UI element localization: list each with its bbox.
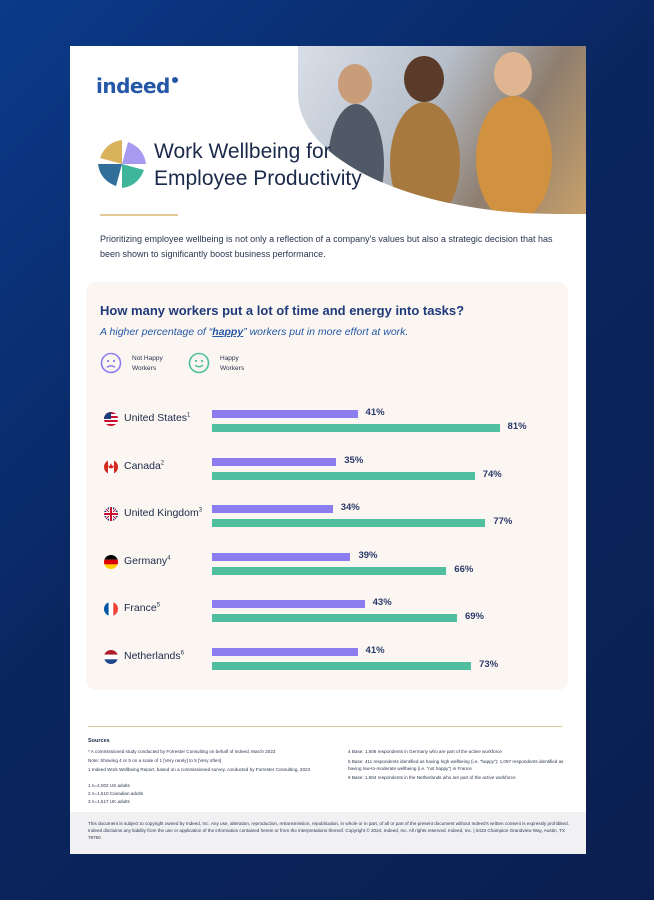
data-label-canada-not-happy: 35% <box>344 454 364 466</box>
category-label-netherlands: Netherlands6 <box>124 649 184 662</box>
data-label-netherlands-happy: 73% <box>479 658 499 670</box>
sad-face-icon <box>100 352 122 374</box>
bar-united-kingdom-not-happy <box>212 505 333 513</box>
bar-canada-happy <box>212 471 475 480</box>
source-note: Note: Showing 4 or 5 on a scale of 1 [Ve… <box>88 758 222 763</box>
indeed-logo: indeed <box>96 74 178 98</box>
legend-label-happy: Happy Workers <box>220 355 245 372</box>
bar-germany-happy <box>212 566 447 575</box>
data-label-united-kingdom-happy: 77% <box>493 516 513 527</box>
source-note: 2 n=1,510 Canadian adults <box>88 791 144 796</box>
data-label-germany-not-happy: 39% <box>358 549 378 561</box>
bar-germany-not-happy <box>212 552 351 561</box>
data-label-germany-happy: 66% <box>454 563 474 575</box>
flag-canada-icon <box>104 459 118 474</box>
hero-photo <box>298 46 586 214</box>
title-divider <box>100 214 178 216</box>
flag-united-kingdom-icon <box>104 507 118 521</box>
source-note: 1 n=4,002 US adults <box>88 783 130 788</box>
copyright-text: This document is subject to copyright ow… <box>88 821 569 840</box>
source-note: 6 Base: 1,504 respondents in the Netherl… <box>348 775 516 780</box>
flag-germany-icon <box>104 554 118 569</box>
chart-title: How many workers put a lot of time and e… <box>100 303 465 318</box>
category-label-united-states: United States1 <box>124 412 191 424</box>
source-note: 1 Indeed Work Wellbeing Report, based on… <box>88 767 311 772</box>
copyright-footer: This document is subject to copyright ow… <box>70 812 586 854</box>
data-label-netherlands-not-happy: 41% <box>365 644 385 656</box>
category-label-canada: Canada2 <box>124 459 165 472</box>
category-label-france: France5 <box>124 602 161 614</box>
bar-netherlands-not-happy <box>212 647 358 656</box>
intro-text: Prioritizing employee wellbeing is not o… <box>100 234 553 259</box>
source-note: 5 Base: 411 respondents identified as ha… <box>348 759 564 771</box>
pinwheel-icon <box>98 140 146 188</box>
category-label-united-kingdom: United Kingdom3 <box>124 507 203 519</box>
data-label-united-states-happy: 81% <box>507 421 527 432</box>
data-label-united-kingdom-not-happy: 34% <box>340 502 360 513</box>
chart-subtitle: A higher percentage of “happy” workers p… <box>100 326 409 338</box>
happy-face-icon <box>188 352 210 374</box>
page-title: Work Wellbeing for Employee Productivity <box>154 140 362 190</box>
flag-france-icon <box>104 602 118 616</box>
infographic-page: indeed Work Wellbeing for Employee Produ… <box>70 46 586 854</box>
bar-france-not-happy <box>212 600 365 608</box>
data-label-france-not-happy: 43% <box>372 597 392 608</box>
flag-netherlands-icon <box>104 649 118 664</box>
flag-united-states-icon <box>104 412 118 426</box>
bar-united-states-not-happy <box>212 410 358 418</box>
category-label-germany: Germany4 <box>124 554 171 567</box>
bar-canada-not-happy <box>212 457 337 466</box>
data-label-united-states-not-happy: 41% <box>365 407 385 418</box>
source-note: * A commissioned study conducted by Forr… <box>88 749 276 754</box>
legend-label-not-happy: Not Happy Workers <box>132 355 163 372</box>
source-note: 4 Base: 1,506 respondents in Germany who… <box>348 749 502 754</box>
bar-netherlands-happy <box>212 661 472 670</box>
sources-divider <box>88 726 562 727</box>
data-label-france-happy: 69% <box>464 611 484 622</box>
source-note: 3 n=1,517 UK adults <box>88 799 130 804</box>
data-label-canada-happy: 74% <box>482 468 502 480</box>
chart-panel: How many workers put a lot of time and e… <box>86 282 568 690</box>
bar-france-happy <box>212 614 457 622</box>
bar-united-kingdom-happy <box>212 519 486 527</box>
sources-heading: Sources <box>88 738 110 744</box>
bar-united-states-happy <box>212 424 500 432</box>
